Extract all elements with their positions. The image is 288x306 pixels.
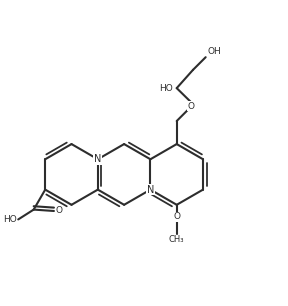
- Text: O: O: [188, 102, 195, 111]
- Text: OH: OH: [207, 47, 221, 56]
- Text: N: N: [94, 154, 101, 164]
- Text: CH₃: CH₃: [169, 235, 184, 244]
- Text: HO: HO: [3, 215, 17, 224]
- Text: O: O: [55, 207, 62, 215]
- Text: HO: HO: [160, 84, 173, 93]
- Text: N: N: [147, 185, 154, 195]
- Text: O: O: [173, 212, 180, 221]
